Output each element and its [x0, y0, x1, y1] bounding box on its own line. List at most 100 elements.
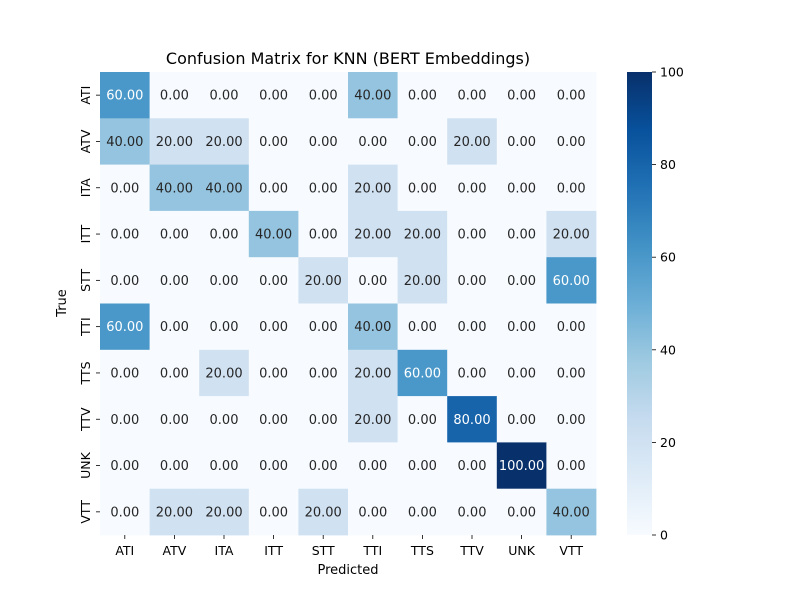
- heatmap-cell: [248, 72, 299, 119]
- heatmap-cell: [100, 488, 150, 536]
- cell-value-label: 20.00: [305, 505, 342, 520]
- cell-value-label: 20.00: [156, 135, 193, 150]
- heatmap-cell: [298, 488, 349, 536]
- cell-value-label: 0.00: [110, 228, 139, 243]
- x-tick-label: STT: [312, 543, 335, 558]
- cell-value-label: 20.00: [205, 135, 242, 150]
- x-tick-label: TTV: [459, 543, 484, 558]
- cell-value-label: 20.00: [205, 505, 242, 520]
- heatmap-cell: [397, 210, 448, 258]
- heatmap-cell: [100, 72, 150, 119]
- cell-value-label: 40.00: [354, 320, 391, 335]
- heatmap-cell: [348, 303, 398, 351]
- y-tick-label: TTI: [78, 317, 93, 337]
- heatmap-cell: [149, 118, 200, 165]
- cell-value-label: 0.00: [309, 228, 338, 243]
- heatmap-cell: [447, 488, 498, 536]
- cell-value-label: 0.00: [259, 320, 288, 335]
- heatmap-cell: [298, 118, 349, 165]
- heatmap-cell: [397, 488, 448, 536]
- cell-value-label: 20.00: [354, 413, 391, 428]
- cell-value-label: 0.00: [210, 459, 239, 474]
- cell-value-label: 0.00: [408, 413, 437, 428]
- heatmap-cell: [248, 118, 299, 165]
- cell-value-label: 0.00: [408, 505, 437, 520]
- heatmap-cell: [546, 396, 597, 443]
- y-tick-label: UNK: [78, 451, 93, 478]
- cell-value-label: 0.00: [507, 413, 536, 428]
- cell-value-label: 0.00: [259, 89, 288, 104]
- chart-title: Confusion Matrix for KNN (BERT Embedding…: [166, 49, 530, 68]
- cell-value-label: 0.00: [408, 459, 437, 474]
- cell-value-label: 0.00: [309, 459, 338, 474]
- cell-value-label: 0.00: [507, 320, 536, 335]
- colorbar: [627, 72, 652, 535]
- heatmap-cells: [100, 72, 597, 536]
- cell-value-label: 0.00: [210, 274, 239, 289]
- cell-value-label: 0.00: [259, 459, 288, 474]
- cell-value-label: 20.00: [354, 181, 391, 196]
- x-tick-label: ATI: [115, 543, 134, 558]
- cell-value-label: 0.00: [358, 459, 387, 474]
- cell-value-label: 60.00: [106, 89, 143, 104]
- cell-value-label: 0.00: [110, 274, 139, 289]
- cell-value-label: 20.00: [305, 274, 342, 289]
- heatmap-cell: [100, 257, 150, 304]
- cell-value-label: 0.00: [110, 366, 139, 381]
- heatmap-cell: [447, 349, 498, 397]
- cell-value-label: 0.00: [160, 413, 189, 428]
- heatmap-cell: [546, 442, 597, 490]
- cell-value-label: 0.00: [110, 459, 139, 474]
- cell-value-label: 40.00: [156, 181, 193, 196]
- heatmap-cell: [447, 72, 498, 119]
- heatmap-cell: [348, 210, 398, 258]
- heatmap-cell: [496, 349, 547, 397]
- cell-value-label: 0.00: [358, 274, 387, 289]
- heatmap-cell: [199, 488, 250, 536]
- heatmap-cell: [546, 349, 597, 397]
- heatmap-cell: [447, 210, 498, 258]
- heatmap-cell: [298, 210, 349, 258]
- heatmap-cell: [397, 396, 448, 443]
- heatmap-cell: [199, 164, 250, 212]
- heatmap-cell: [496, 488, 547, 536]
- x-tick-label: VTT: [559, 543, 583, 558]
- cell-value-label: 0.00: [507, 274, 536, 289]
- cell-value-label: 20.00: [156, 505, 193, 520]
- heatmap-cell: [348, 396, 398, 443]
- heatmap-cell: [100, 118, 150, 165]
- cell-value-label: 0.00: [160, 228, 189, 243]
- heatmap-cell: [397, 72, 448, 119]
- heatmap-cell: [149, 488, 200, 536]
- heatmap-cell: [199, 442, 250, 490]
- heatmap-cell: [100, 164, 150, 212]
- heatmap-cell: [149, 72, 200, 119]
- heatmap-cell: [496, 303, 547, 351]
- cell-value-label: 0.00: [160, 366, 189, 381]
- heatmap-cell: [496, 118, 547, 165]
- cell-value-label: 0.00: [557, 135, 586, 150]
- cell-value-label: 0.00: [458, 459, 487, 474]
- heatmap-cell: [199, 118, 250, 165]
- cell-value-label: 0.00: [259, 274, 288, 289]
- cell-value-label: 20.00: [354, 228, 391, 243]
- cell-value-label: 0.00: [507, 505, 536, 520]
- cell-value-label: 0.00: [210, 228, 239, 243]
- y-tick-label: TTV: [78, 407, 93, 432]
- heatmap-cell: [149, 349, 200, 397]
- heatmap-cell: [298, 257, 349, 304]
- cell-value-label: 0.00: [507, 89, 536, 104]
- colorbar-tick-label: 0: [660, 528, 668, 543]
- cell-value-label: 0.00: [557, 181, 586, 196]
- cell-value-label: 20.00: [404, 228, 441, 243]
- x-tick-label: UNK: [508, 543, 535, 558]
- heatmap-cell: [149, 164, 200, 212]
- heatmap-cell: [496, 442, 547, 490]
- heatmap-cell: [546, 257, 597, 304]
- cell-value-label: 0.00: [309, 320, 338, 335]
- heatmap-cell: [496, 396, 547, 443]
- heatmap-cell: [298, 72, 349, 119]
- cell-value-label: 0.00: [557, 320, 586, 335]
- heatmap-cell: [100, 303, 150, 351]
- heatmap-cell: [149, 257, 200, 304]
